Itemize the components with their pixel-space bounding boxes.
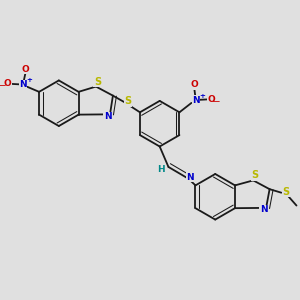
Text: N: N (19, 80, 27, 89)
Text: +: + (26, 77, 32, 83)
Text: +: + (199, 93, 205, 99)
Text: N: N (192, 95, 200, 104)
Text: S: S (94, 77, 101, 87)
Text: N: N (186, 173, 194, 182)
Text: S: S (124, 96, 131, 106)
Text: O: O (4, 80, 12, 88)
Text: H: H (157, 165, 165, 174)
Text: O: O (190, 80, 198, 89)
Text: −: − (212, 97, 220, 107)
Text: S: S (251, 170, 258, 180)
Text: N: N (104, 112, 112, 121)
Text: N: N (260, 205, 268, 214)
Text: O: O (22, 65, 29, 74)
Text: O: O (207, 95, 215, 104)
Text: −: − (0, 81, 7, 91)
Text: S: S (282, 187, 289, 196)
